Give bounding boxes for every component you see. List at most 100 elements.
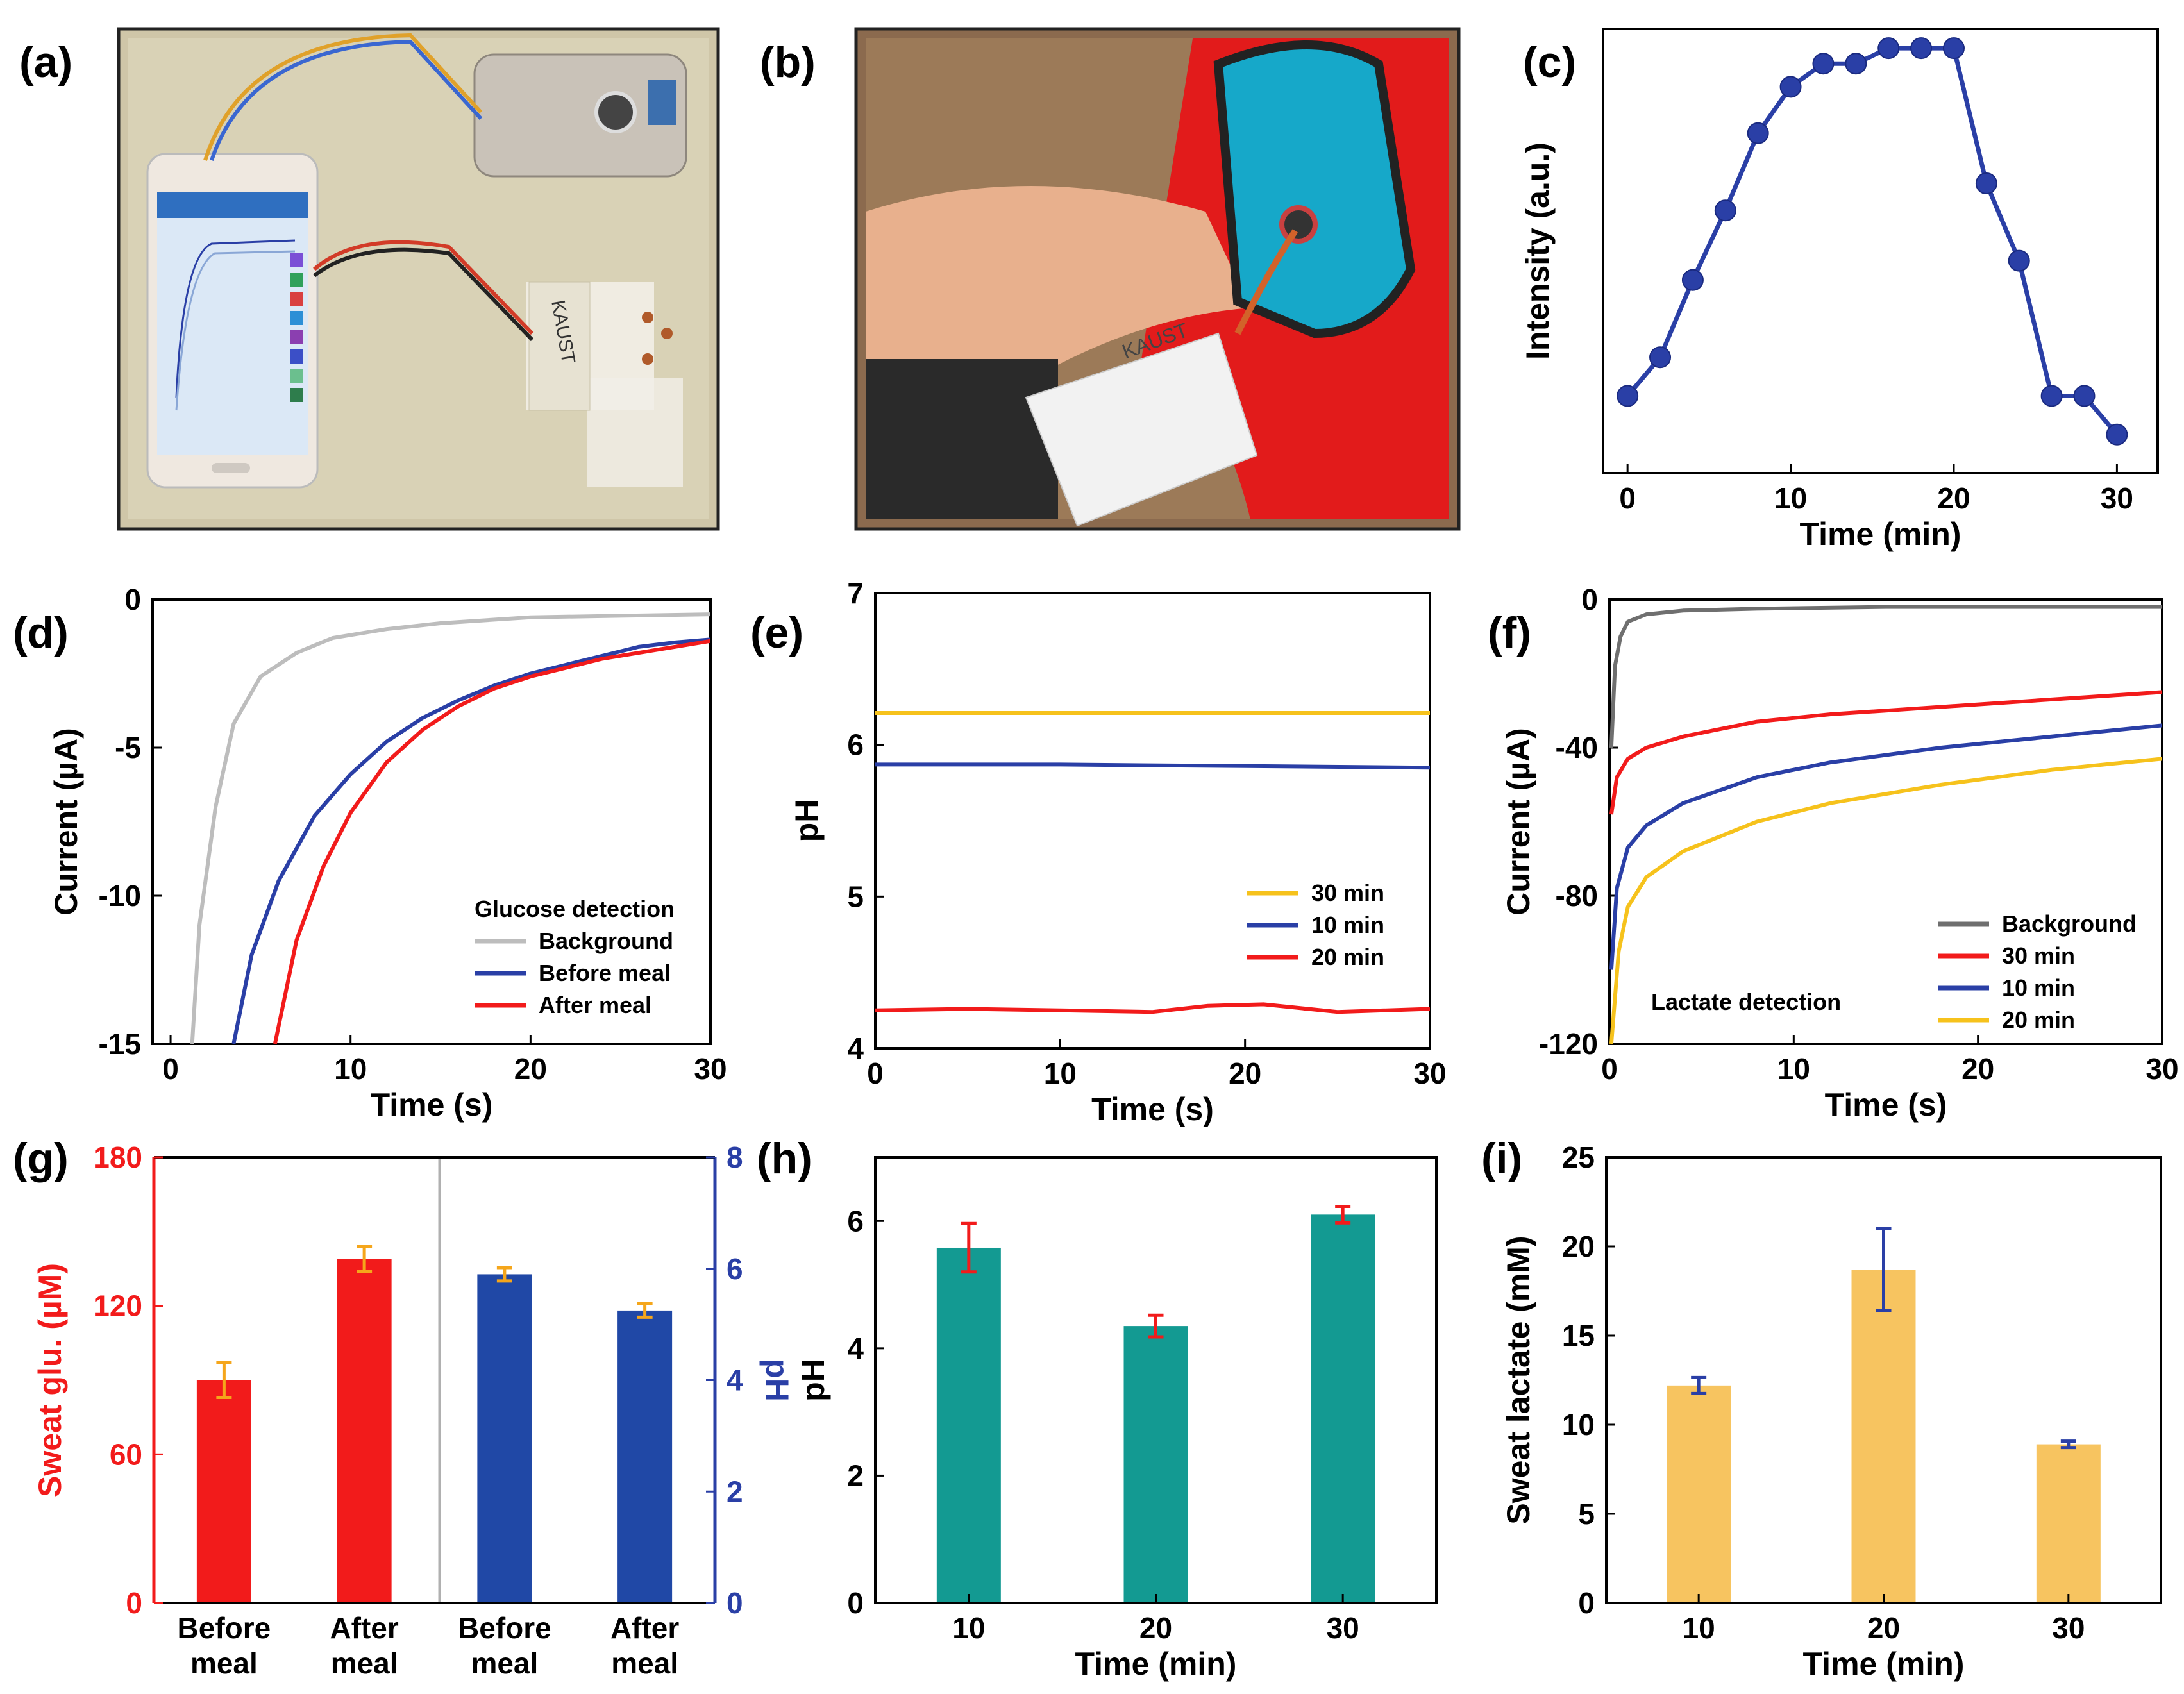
x-tick-label-c: 0	[1619, 482, 1636, 515]
panel-c-intensity-chart: (c) 0 10 20 30 Time (min) Intensity (a.u.)	[1520, 28, 2159, 552]
y-tick-label-d: 0	[124, 583, 141, 616]
sensor-patch: KAUST	[526, 281, 683, 487]
y-tick-label-e: 7	[847, 576, 864, 610]
y-right-tick-label-g: 4	[727, 1364, 743, 1397]
data-point	[1877, 37, 1900, 60]
y-tick-label-i: 0	[1578, 1586, 1595, 1620]
legend-label-d: Background	[539, 928, 673, 954]
series-line-20-min	[1609, 757, 2162, 1044]
legend-label-e: 10 min	[1311, 912, 1384, 938]
x-axis-label-e: Time (s)	[1091, 1091, 1214, 1127]
bar-g	[196, 1380, 251, 1603]
data-point	[1681, 269, 1704, 291]
panel-i-lactate-bar-chart: (i) 0 5 10 15 20 25 10 20 30 Time (min) Sweat lact…	[1481, 1134, 2162, 1682]
legend-label-e: 30 min	[1311, 880, 1384, 906]
bar-g	[617, 1310, 673, 1603]
y-tick-label-d: -15	[99, 1027, 141, 1061]
data-point	[2106, 423, 2128, 446]
panel-f-lactate-current-chart: (f) 0 10 20 30 0 -40 -80 -120 Time (s) Current (µ…	[1488, 583, 2179, 1123]
panel-g-glucose-ph-bar-chart: (g) 0 60 120 180 0 2 4 6 8 Sweat glu. (µM) pH Befor…	[13, 1134, 795, 1680]
x-tick-label-e: 20	[1229, 1057, 1261, 1090]
y-tick-label-i: 25	[1562, 1141, 1595, 1174]
series-line-20-min	[875, 1002, 1430, 1014]
bar-h	[1311, 1214, 1375, 1603]
y-tick-label-e: 5	[847, 880, 864, 913]
y-tick-label-h: 4	[847, 1332, 864, 1365]
y-axis-label-d: Current (µA)	[48, 728, 84, 916]
data-point	[1649, 346, 1672, 369]
category-label-g: After	[330, 1611, 398, 1645]
data-point	[1942, 37, 1965, 60]
series-line-intensity	[1625, 46, 2119, 436]
plot-frame-d	[151, 598, 712, 1045]
y-tick-label-g: 120	[93, 1289, 142, 1323]
x-tick-label-i: 10	[1683, 1611, 1715, 1645]
x-tick-label-f: 30	[2146, 1052, 2178, 1086]
category-label-g-line2: meal	[190, 1647, 258, 1680]
legend-label-e: 20 min	[1311, 944, 1384, 970]
panel-d-glucose-current-chart: (d) 0 10 20 30 0 -5 -10 -15 Time (s) Current (µA)…	[13, 583, 727, 1123]
x-axis-label-f: Time (s)	[1825, 1087, 1947, 1123]
legend-label-f: 10 min	[2002, 975, 2075, 1001]
x-tick-label-e: 30	[1413, 1057, 1446, 1090]
series-line-background	[1609, 605, 2162, 748]
y-tick-label-g: 60	[110, 1438, 142, 1471]
y-tick-label-i: 15	[1562, 1319, 1595, 1352]
x-tick-label-d: 10	[334, 1052, 367, 1086]
plot-frame-f	[1608, 598, 2163, 1045]
x-tick-label-h: 20	[1139, 1611, 1172, 1645]
legend-label-f: 20 min	[2002, 1007, 2075, 1033]
data-point	[1975, 172, 1997, 195]
legend-label-f: Background	[2002, 910, 2137, 937]
data-point	[1714, 199, 1736, 222]
data-point	[2008, 249, 2030, 272]
y-tick-label-e: 4	[847, 1032, 864, 1065]
series-line-background	[190, 612, 710, 1044]
y-tick-label-i: 20	[1562, 1230, 1595, 1263]
bar-g	[477, 1274, 532, 1603]
data-point	[1812, 53, 1835, 75]
y-tick-label-h: 2	[847, 1459, 864, 1492]
data-point	[2040, 385, 2063, 407]
x-tick-label-i: 20	[1867, 1611, 1900, 1645]
series-line-10-min	[875, 762, 1430, 770]
x-tick-label-d: 30	[694, 1052, 727, 1086]
category-label-g: Before	[458, 1611, 551, 1645]
panel-a: (a)	[19, 27, 720, 531]
y-tick-label-d: -10	[99, 879, 141, 912]
bar-i	[1667, 1385, 1731, 1603]
y-tick-label-e: 6	[847, 728, 864, 762]
panel-f-label: (f)	[1488, 608, 1531, 657]
panel-b: (b) KAUST	[760, 27, 1461, 531]
y-axis-label-e: pH	[789, 800, 825, 843]
x-tick-label-d: 20	[514, 1052, 547, 1086]
x-axis-label-c: Time (min)	[1800, 516, 1961, 552]
plot-frame-e	[874, 592, 1431, 1050]
y-axis-label-f: Current (µA)	[1500, 728, 1536, 916]
y-axis-label-c: Intensity (a.u.)	[1520, 142, 1556, 360]
panel-a-label: (a)	[19, 38, 72, 87]
bar-i	[2036, 1444, 2101, 1603]
x-tick-label-e: 0	[867, 1057, 884, 1090]
x-axis-label-i: Time (min)	[1803, 1646, 1965, 1682]
x-axis-label-d: Time (s)	[371, 1087, 493, 1123]
bar-i	[1851, 1270, 1916, 1603]
y-right-tick-label-g: 6	[727, 1252, 743, 1286]
bar-g	[337, 1259, 392, 1603]
category-label-g: Before	[178, 1611, 271, 1645]
y-right-tick-label-g: 2	[727, 1475, 743, 1508]
panel-b-label: (b)	[760, 38, 816, 87]
smartphone	[146, 153, 319, 489]
series-line-before-meal	[231, 637, 710, 1044]
data-point	[1747, 122, 1769, 144]
panel-b-photo: KAUST	[854, 27, 1461, 531]
y-tick-label-h: 6	[847, 1204, 864, 1237]
bar-h	[936, 1247, 1001, 1603]
panel-i-label: (i)	[1481, 1134, 1522, 1183]
category-label-g-line2: meal	[471, 1647, 538, 1680]
y-tick-label-f: -40	[1556, 731, 1598, 764]
y-tick-label-f: 0	[1581, 583, 1598, 616]
x-tick-label-f: 10	[1777, 1052, 1810, 1086]
panel-e-ph-time-chart: (e) 0 10 20 30 4 5 6 7 Time (s) pH 30 min 10 min 20 …	[750, 576, 1447, 1127]
